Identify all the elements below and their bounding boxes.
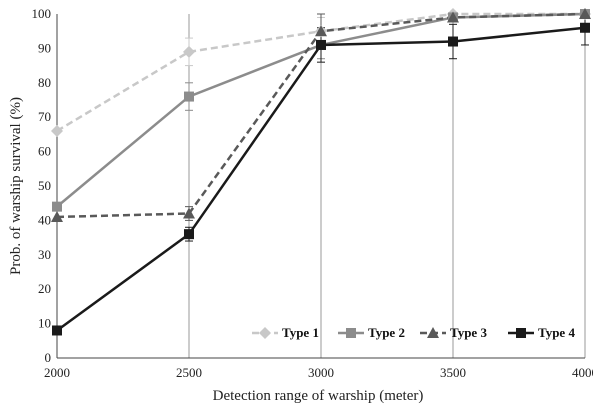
y-tick-label: 20 <box>38 281 51 296</box>
data-point <box>51 125 63 137</box>
data-point <box>580 23 590 33</box>
y-axis-title: Prob. of warship survival (%) <box>8 97 24 275</box>
x-tick-label: 3500 <box>440 365 466 380</box>
data-point <box>448 37 458 47</box>
legend-label: Type 4 <box>538 325 575 340</box>
y-tick-label: 50 <box>38 178 51 193</box>
data-point <box>184 92 194 102</box>
legend-swatch-marker <box>346 328 356 338</box>
y-tick-label: 10 <box>38 316 51 331</box>
x-axis-title: Detection range of warship (meter) <box>213 388 424 404</box>
legend-swatch-marker <box>259 327 271 339</box>
y-tick-label: 40 <box>38 212 51 227</box>
y-tick-label: 60 <box>38 144 51 159</box>
data-point <box>52 325 62 335</box>
y-tick-label: 80 <box>38 75 51 90</box>
legend-swatch-marker <box>516 328 526 338</box>
legend-label: Type 1 <box>282 325 319 340</box>
legend-label: Type 3 <box>450 325 487 340</box>
error-bars <box>185 14 589 241</box>
y-tick-label: 100 <box>32 6 52 21</box>
x-tick-label: 2500 <box>176 365 202 380</box>
y-tick-label: 0 <box>45 350 52 365</box>
y-tick-label: 90 <box>38 40 51 55</box>
vertical-gridlines <box>189 14 585 358</box>
y-tick-label: 30 <box>38 247 51 262</box>
data-point <box>52 202 62 212</box>
x-tick-label: 3000 <box>308 365 334 380</box>
legend: Type 1 Type 2 Type 3 Type 4 <box>252 325 575 340</box>
data-point <box>183 46 195 58</box>
y-tick-labels: 0 10 20 30 40 50 60 70 80 90 100 <box>32 6 52 365</box>
y-tick-label: 70 <box>38 109 51 124</box>
x-tick-label: 2000 <box>44 365 70 380</box>
data-point <box>184 229 194 239</box>
legend-label: Type 2 <box>368 325 405 340</box>
data-point <box>316 40 326 50</box>
